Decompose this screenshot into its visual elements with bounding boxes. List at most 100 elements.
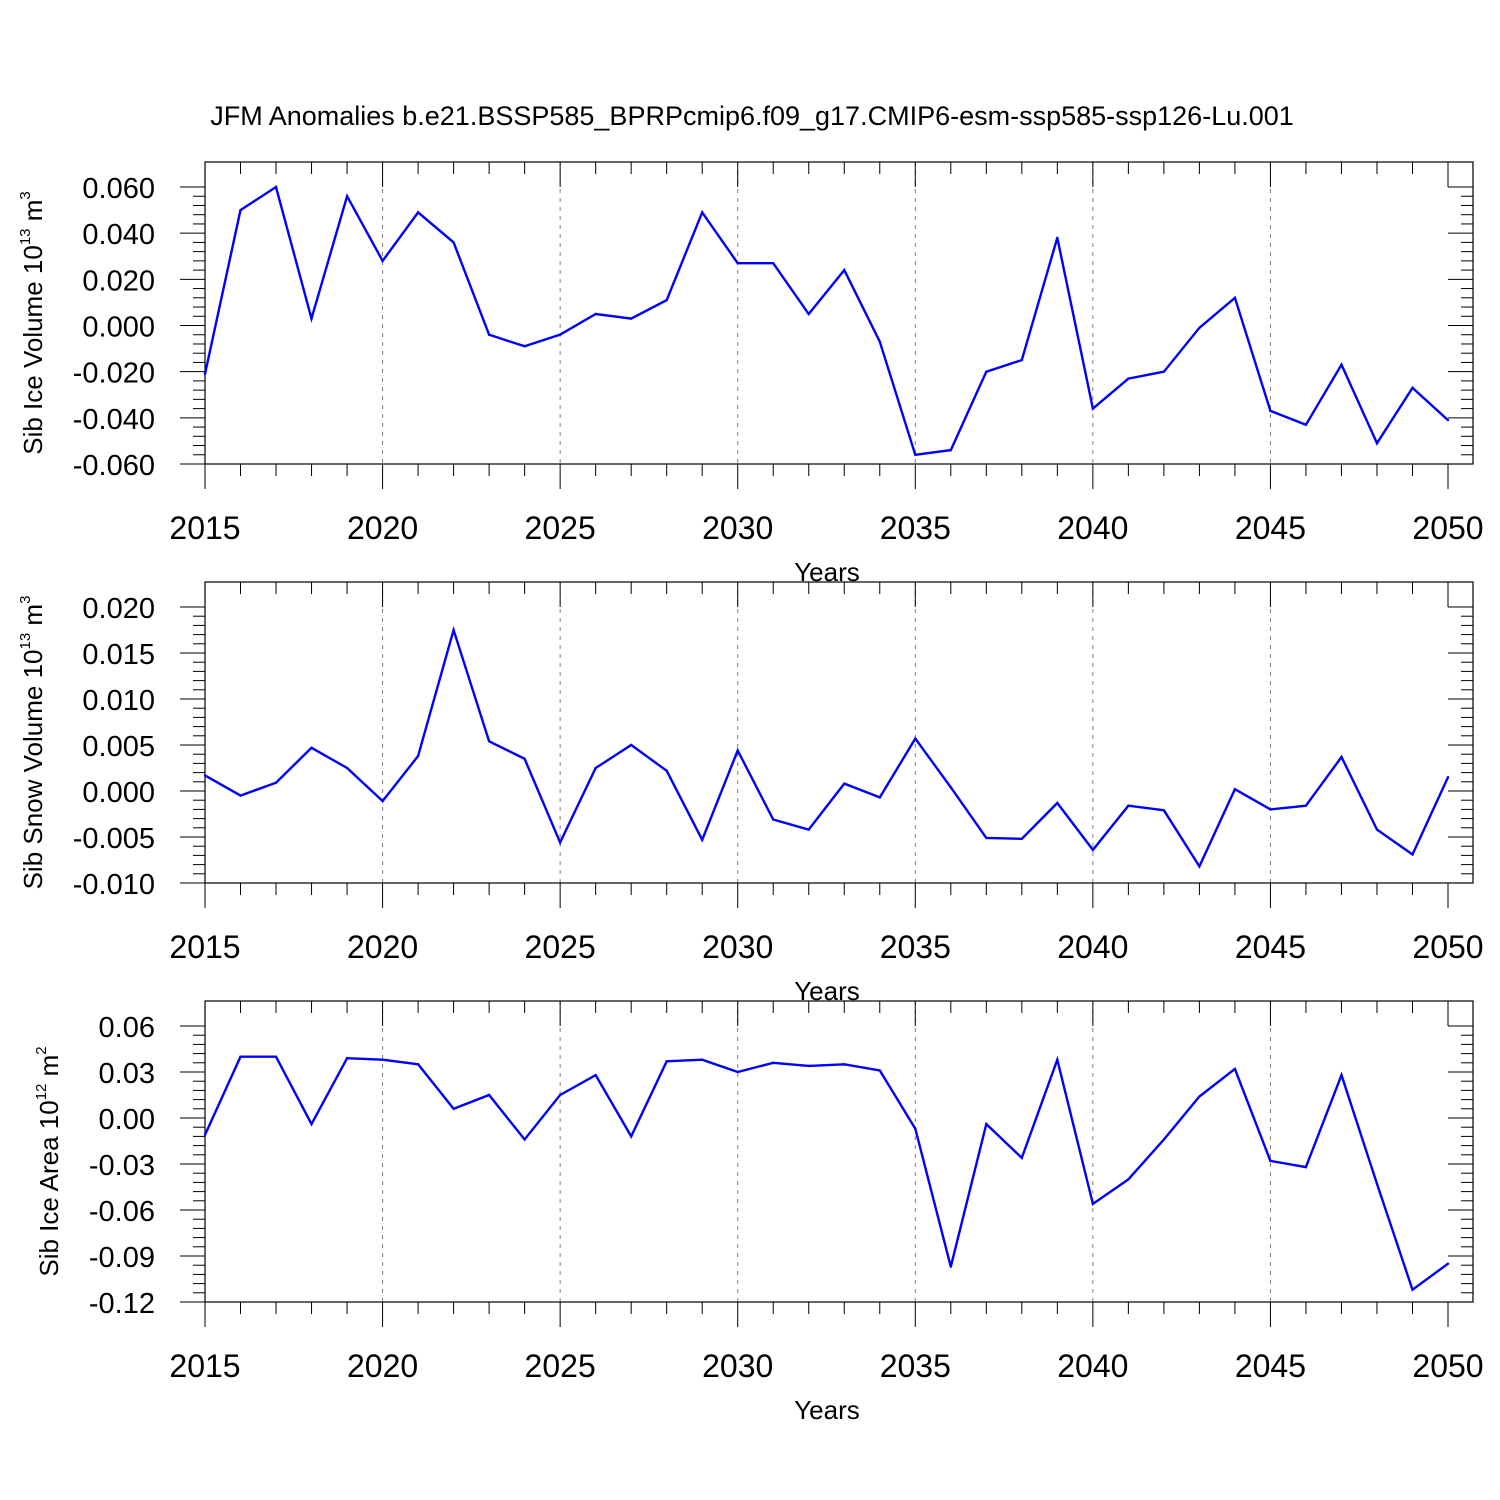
y-tick-label: 0.005: [82, 731, 155, 763]
x-tick-label: 2020: [347, 510, 418, 546]
x-tick-label: 2040: [1057, 510, 1128, 546]
data-point: [1056, 1058, 1059, 1061]
y-tick-label: 0.040: [82, 219, 155, 251]
data-point: [239, 1055, 242, 1058]
data-point: [416, 211, 420, 214]
data-point: [665, 769, 668, 772]
data-point: [523, 345, 526, 348]
data-point: [1162, 809, 1166, 812]
y-tick-label: -0.06: [89, 1196, 155, 1228]
data-point: [1091, 848, 1095, 852]
data-point: [310, 1122, 313, 1126]
data-point: [843, 268, 846, 272]
data-point: [239, 794, 242, 797]
data-point: [1340, 755, 1343, 759]
data-point: [1375, 442, 1379, 445]
y-tick-label: -0.020: [73, 358, 155, 390]
y-tick-label: 0.020: [82, 265, 155, 297]
y-tick-label: 0.015: [82, 639, 155, 671]
x-tick-label: 2040: [1057, 1348, 1128, 1384]
plot-frame: [204, 581, 1474, 884]
data-point: [1020, 1156, 1024, 1160]
y-axis-title: Sib Ice Volume 1013 m3: [17, 191, 48, 455]
data-point: [807, 828, 810, 831]
data-point: [914, 1127, 917, 1130]
data-point: [1162, 370, 1166, 373]
y-tick-label: -0.060: [73, 450, 155, 482]
x-tick-label: 2050: [1412, 929, 1483, 965]
data-point: [345, 766, 349, 770]
x-tick-label: 2035: [880, 1348, 951, 1384]
data-point: [772, 818, 775, 821]
data-point: [452, 628, 455, 632]
data-point: [807, 1064, 810, 1068]
x-tick-label: 2020: [347, 929, 418, 965]
data-point: [381, 1058, 384, 1061]
data-point: [487, 740, 491, 743]
data-point: [1269, 409, 1272, 413]
data-point: [1446, 418, 1450, 422]
data-point: [487, 1093, 491, 1097]
y-tick-label: 0.020: [82, 593, 155, 625]
data-point: [878, 796, 881, 799]
x-tick-label: 2035: [880, 510, 951, 546]
y-tick-label: -0.010: [73, 869, 155, 901]
data-point: [1233, 787, 1237, 791]
x-tick-label: 2030: [702, 1348, 773, 1384]
data-point: [1375, 828, 1379, 831]
data-point: [1269, 1159, 1272, 1163]
data-point: [843, 1063, 846, 1066]
data-point: [381, 259, 384, 263]
data-point: [701, 211, 704, 214]
data-point: [736, 261, 739, 265]
data-point: [1446, 1262, 1450, 1265]
data-point: [239, 208, 242, 212]
data-point: [1056, 801, 1059, 805]
y-tick-label: 0.000: [82, 777, 155, 809]
data-point: [772, 1061, 775, 1065]
data-point: [1020, 837, 1024, 841]
x-tick-label: 2035: [880, 929, 951, 965]
data-point: [807, 312, 810, 316]
data-point: [914, 453, 917, 456]
data-point: [1411, 853, 1414, 856]
data-point: [1127, 1178, 1130, 1181]
data-point: [1304, 1165, 1308, 1169]
data-point: [629, 743, 633, 747]
data-point: [310, 317, 313, 320]
data-point: [203, 1133, 207, 1137]
y-axis-title: Sib Snow Volume 1013 m3: [17, 596, 48, 890]
series-line: [203, 1055, 1449, 1292]
x-tick-label: 2030: [702, 510, 773, 546]
y-tick-label: 0.010: [82, 685, 155, 717]
data-point: [949, 448, 952, 452]
data-point: [985, 836, 988, 840]
data-point: [594, 312, 597, 316]
y-axis-title: Sib Ice Area 1012 m2: [33, 1046, 64, 1276]
y-tick-label: -0.03: [89, 1150, 155, 1182]
x-tick-label: 2045: [1235, 929, 1306, 965]
data-point: [416, 1063, 420, 1066]
data-point: [985, 1122, 988, 1126]
data-point: [558, 333, 562, 336]
data-point: [985, 370, 988, 373]
figure-title: JFM Anomalies b.e21.BSSP585_BPRPcmip6.f0…: [210, 101, 1294, 131]
data-point: [1340, 363, 1343, 366]
data-point: [1446, 776, 1450, 779]
data-point: [1198, 326, 1201, 330]
y-tick-label: 0.03: [99, 1058, 155, 1090]
data-point: [665, 1060, 668, 1063]
data-point: [701, 1058, 704, 1061]
data-point: [594, 1073, 597, 1077]
data-point: [629, 317, 633, 320]
data-point: [1304, 804, 1308, 807]
data-point: [843, 782, 846, 785]
plot-frame: [204, 161, 1474, 465]
data-point: [1198, 1095, 1201, 1098]
data-point: [1091, 407, 1095, 410]
x-tick-label: 2025: [525, 1348, 596, 1384]
data-point: [558, 1093, 562, 1097]
data-point: [878, 340, 881, 343]
data-point: [1411, 386, 1414, 390]
